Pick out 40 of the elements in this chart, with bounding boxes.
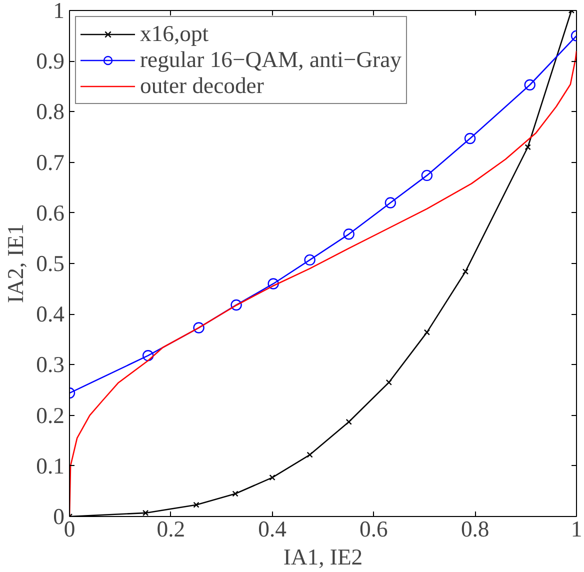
y-tick-label: 0.6 xyxy=(36,200,65,226)
point xyxy=(464,132,476,144)
point xyxy=(230,299,242,311)
point xyxy=(524,144,531,150)
y-tick-label: 1 xyxy=(53,0,64,23)
x-tick-label: 0.2 xyxy=(156,516,186,542)
x-tick-label: 1 xyxy=(570,516,582,542)
legend-label: x16,opt xyxy=(140,21,209,47)
y-tick-label: 0.2 xyxy=(36,402,65,428)
x-axis-title: IA1, IE2 xyxy=(283,544,363,570)
y-tick-label: 0.1 xyxy=(36,453,65,478)
x-tick-label: 0.6 xyxy=(360,516,388,542)
point xyxy=(524,79,536,90)
y-tick-label: 0.7 xyxy=(36,150,65,175)
y-tick-label: 0.3 xyxy=(36,352,65,378)
point xyxy=(142,350,154,362)
y-tick-label: 0.4 xyxy=(36,302,65,327)
point xyxy=(384,197,396,208)
point xyxy=(346,418,352,425)
point xyxy=(424,329,430,336)
point xyxy=(193,502,200,508)
point xyxy=(269,474,276,481)
y-axis-title: IA2, IE1 xyxy=(3,224,28,304)
point xyxy=(343,228,354,240)
point xyxy=(232,490,238,497)
x-tick-label: 0.4 xyxy=(258,516,286,542)
point xyxy=(304,254,316,266)
point xyxy=(142,510,149,516)
x-tick-label: 0.8 xyxy=(460,516,490,542)
y-tick-label: 0.9 xyxy=(36,48,65,74)
y-tick-label: 0.8 xyxy=(36,99,65,124)
y-tick-label: 0.5 xyxy=(36,251,65,276)
point xyxy=(306,452,313,458)
point xyxy=(386,379,392,386)
point xyxy=(193,322,204,334)
point xyxy=(268,278,279,290)
point xyxy=(421,170,433,182)
legend-label: regular 16−QAM, anti−Gray xyxy=(140,47,402,73)
point xyxy=(462,268,469,275)
legend-label: outer decoder xyxy=(140,73,264,99)
